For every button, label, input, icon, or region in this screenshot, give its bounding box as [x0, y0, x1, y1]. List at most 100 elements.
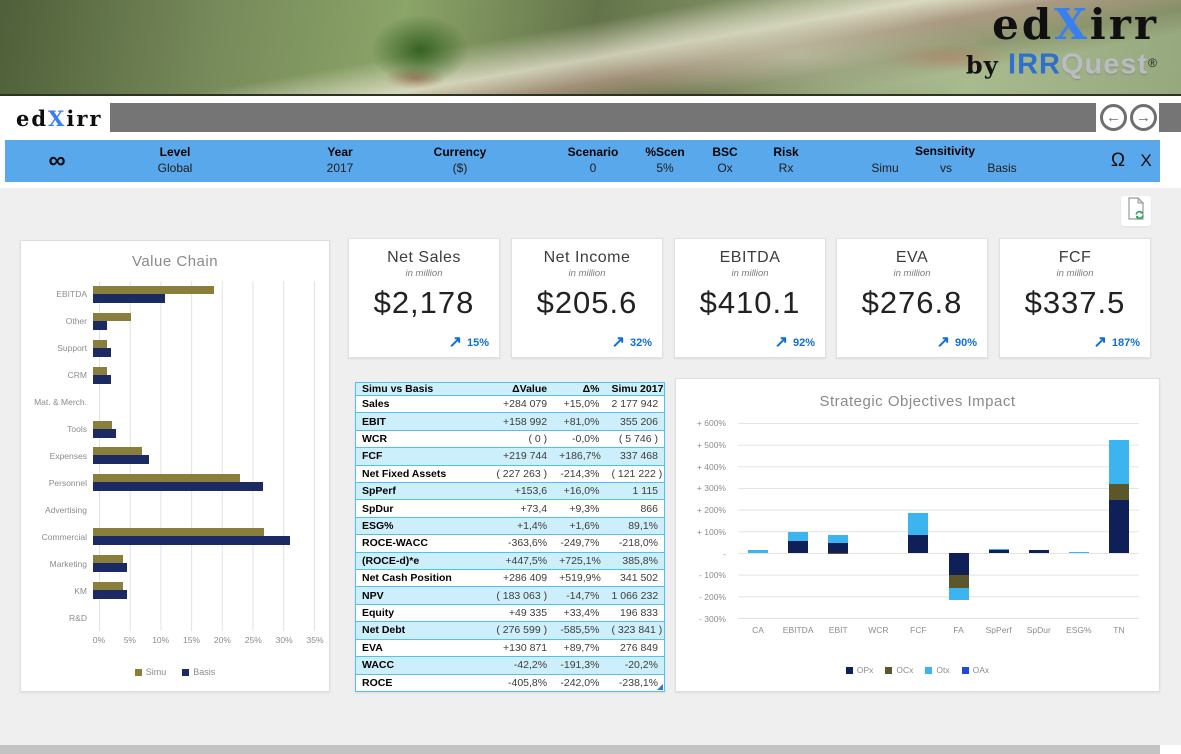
table-cell: 89,1%: [605, 516, 664, 535]
table-cell: -14,7%: [553, 586, 606, 605]
table-row: Net Debt( 276 599 ) -585,5%( 323 841 ): [356, 621, 664, 640]
close-button[interactable]: X: [1140, 151, 1152, 170]
bar-group: [93, 285, 315, 303]
omega-button[interactable]: Ω: [1110, 150, 1126, 171]
table-resize-handle-icon[interactable]: [657, 684, 663, 690]
table-cell: +186,7%: [553, 447, 606, 466]
kpi-subtitle: in million: [405, 268, 443, 279]
kpi-title: EBITDA: [719, 249, 781, 266]
refresh-data-button[interactable]: [1121, 196, 1151, 226]
ribbon-field-value[interactable]: 2017: [326, 161, 354, 175]
up-right-arrow-icon: ↗: [936, 334, 950, 351]
table-cell: ROCE: [356, 673, 474, 691]
category-label: CRM: [67, 370, 87, 381]
x-tick-label: 20%: [213, 635, 231, 645]
segment-otx: [948, 588, 969, 601]
y-tick-label: + 400%: [696, 461, 726, 472]
bar-group: [93, 501, 315, 518]
bar-basis: [93, 536, 290, 546]
value-chain-row-personnel: Personnel: [29, 469, 315, 496]
legend-item-otx: Otx: [925, 665, 950, 675]
x-tick-label: CA: [752, 625, 764, 635]
table-header-cell: Simu vs Basis: [356, 383, 474, 396]
table-cell: +1,4%: [473, 516, 554, 535]
legend-item-opx: OPx: [845, 665, 873, 675]
sensitivity-simu[interactable]: Simu: [871, 161, 899, 175]
navbar-logo: edXirr: [16, 106, 103, 131]
category-label: Tools: [67, 424, 87, 435]
table-row: NPV( 183 063 ) -14,7% 1 066 232: [356, 586, 664, 605]
segment-ocx: [828, 553, 849, 555]
ribbon-field-value[interactable]: 5%: [656, 161, 674, 175]
table-cell: +219 744: [473, 447, 554, 466]
ribbon-field-bsc[interactable]: BSC Ox: [712, 144, 737, 177]
legend-label: Basis: [193, 667, 216, 677]
segment-otx: [908, 512, 929, 536]
table-cell: ( 183 063 ): [473, 586, 554, 605]
x-tick-label: 0%: [92, 635, 106, 645]
category-label: Support: [57, 343, 87, 354]
infinity-button[interactable]: ∞: [48, 147, 66, 174]
table-cell: NPV: [356, 586, 474, 605]
ribbon-field-value[interactable]: Ox: [717, 161, 733, 175]
bar-group: [93, 555, 315, 573]
ribbon-field-year[interactable]: Year 2017: [327, 144, 354, 177]
forward-arrow-button[interactable]: →: [1130, 104, 1157, 131]
strategic-objectives-card: Strategic Objectives Impact + 600% + 500%…: [675, 378, 1160, 692]
kpi-delta: ↗ 187%: [1093, 335, 1140, 351]
legend-swatch: [961, 666, 969, 674]
segment-opx: [988, 550, 1009, 554]
legend-label: Otx: [936, 665, 950, 675]
value-chain-plot: EBITDA Other Support CRM Mat. & Merch. Tools E…: [29, 281, 315, 631]
segment-ocx: [1108, 483, 1129, 500]
segment-opx: [908, 535, 929, 554]
navbar: edXirr ← →: [0, 98, 1181, 138]
ribbon-field-risk[interactable]: Risk Rx: [773, 144, 798, 177]
kpi-delta-percent: 90%: [954, 337, 977, 349]
ribbon-field-level[interactable]: Level Global: [158, 144, 193, 177]
legend-label: Simu: [145, 667, 167, 677]
legend-item-ocx: OCx: [885, 665, 913, 675]
y-tick-label: - 200%: [699, 592, 726, 603]
dashboard-content: Value Chain EBITDA Other Support CRM Mat. & …: [0, 188, 1181, 745]
table-row: ROCE-WACC -363,6% -249,7% -218,0%: [356, 534, 664, 553]
table-row: SpDur +73,4 +9,3% 866: [356, 499, 664, 518]
segment-opx: [788, 541, 809, 554]
ribbon-field-value[interactable]: Global: [157, 161, 193, 175]
legend-item-basis: Basis: [182, 667, 215, 677]
ribbon-field-scen[interactable]: %Scen 5%: [645, 144, 684, 177]
ribbon-field-value[interactable]: 0: [589, 161, 597, 175]
bar-group: [93, 339, 315, 357]
stacked-bar-spperf: [988, 423, 1009, 618]
stacked-bar-ebitda: [788, 423, 809, 618]
back-arrow-button[interactable]: ←: [1100, 104, 1127, 131]
ribbon-field-value[interactable]: ($): [452, 161, 468, 175]
ribbon-field-scenario[interactable]: Scenario 0: [568, 144, 619, 177]
strategic-y-axis: + 600% + 500% + 400% + 300% + 200% + 100% - - 1…: [676, 418, 732, 624]
category-label: EBITDA: [56, 289, 87, 300]
table-cell: EBIT: [356, 412, 474, 431]
table-cell: +33,4%: [553, 603, 606, 622]
bar-group: [93, 312, 315, 330]
table-cell: -585,5%: [553, 621, 606, 640]
table-cell: +284 079: [473, 394, 554, 413]
bar-basis: [93, 590, 128, 600]
bar-simu: [93, 420, 113, 429]
table-cell: 2 177 942: [605, 394, 664, 413]
sensitivity-basis[interactable]: Basis: [987, 161, 1017, 175]
ribbon-field-currency[interactable]: Currency ($): [434, 144, 487, 177]
table-header-cell: ΔValue: [473, 383, 554, 396]
table-cell: -242,0%: [553, 673, 606, 691]
kpi-subtitle: in million: [893, 268, 931, 279]
bar-basis: [93, 293, 165, 303]
bar-basis: [93, 482, 263, 492]
logo-x: X: [1054, 0, 1090, 49]
category-label: Mat. & Merch.: [34, 397, 87, 408]
segment-ocx: [948, 574, 969, 589]
kpi-delta-percent: 92%: [792, 337, 815, 349]
ribbon-field-value[interactable]: Rx: [778, 161, 794, 175]
right-arrow-icon: →: [1136, 109, 1151, 126]
table-cell: -405,8%: [473, 673, 554, 691]
bar-group: [93, 609, 315, 626]
table-cell: WCR: [356, 429, 474, 448]
